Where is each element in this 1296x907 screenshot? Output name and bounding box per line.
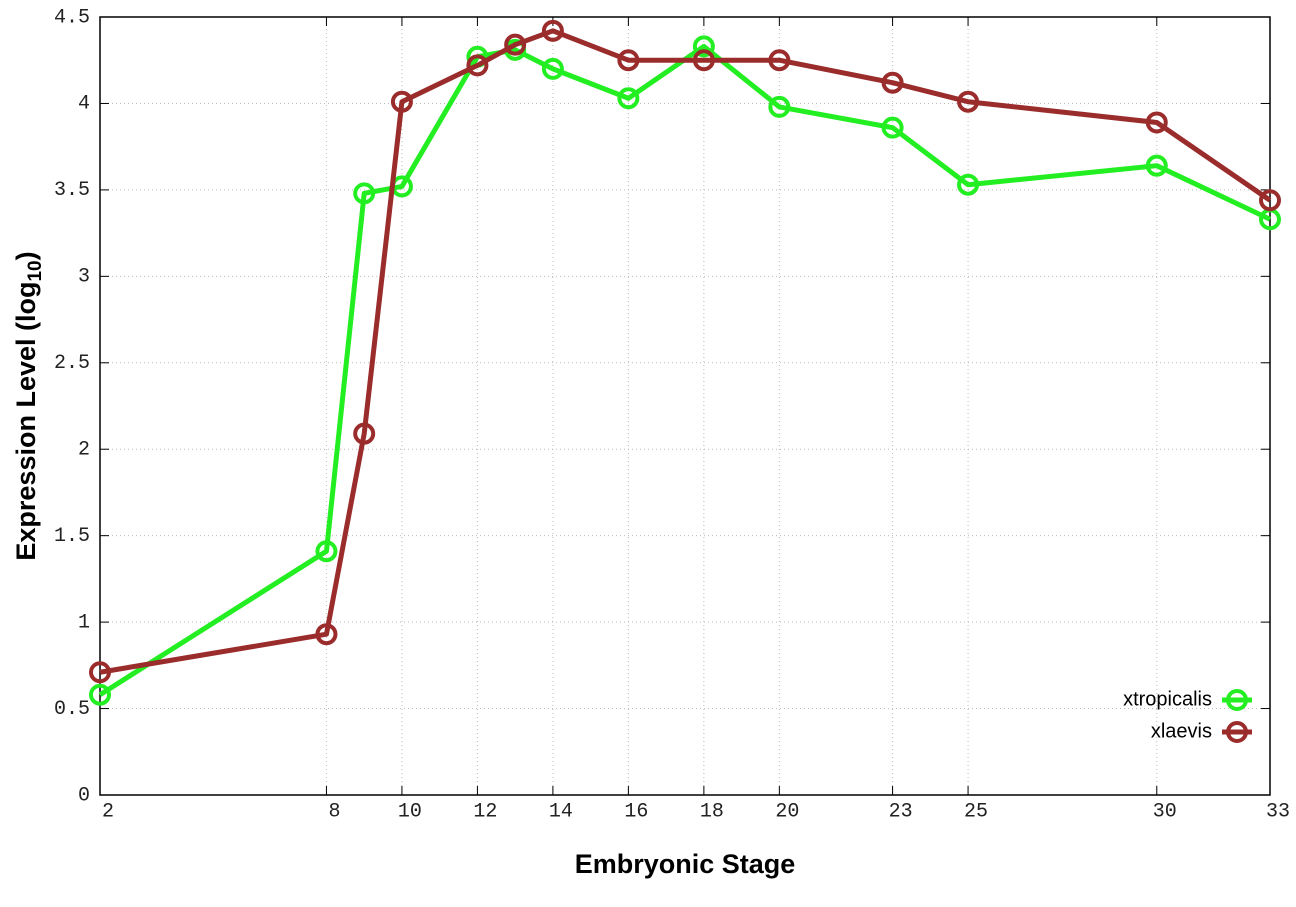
point-marker (957, 173, 980, 196)
legend-label: xlaevis (1151, 720, 1212, 742)
series-line (99, 28, 1272, 675)
y-label-end: ) (11, 251, 41, 260)
y-tick-label: 0.5 (54, 698, 90, 721)
point-marker (1145, 111, 1168, 134)
x-tick-label: 2 (102, 800, 114, 823)
x-tick-label: 10 (398, 800, 422, 823)
y-tick-label: 2 (78, 439, 90, 462)
x-tick-label: 8 (328, 800, 340, 823)
legend-marker (1226, 689, 1248, 711)
x-tick-label: 30 (1153, 800, 1177, 823)
point-marker (617, 49, 640, 72)
point-marker (1145, 154, 1168, 177)
point-marker (957, 90, 980, 113)
y-axis-label: Expression Level (log10) (11, 251, 46, 560)
point-marker (466, 54, 489, 77)
point-marker (768, 95, 791, 118)
point-marker (541, 19, 564, 42)
y-tick-label: 4.5 (54, 6, 90, 29)
point-marker (692, 35, 715, 58)
y-label-sub: 10 (25, 260, 46, 281)
point-marker (1259, 189, 1281, 212)
point-marker (353, 422, 376, 445)
y-tick-label: 3 (78, 266, 90, 289)
point-marker (617, 87, 640, 110)
x-tick-label: 25 (964, 800, 988, 823)
point-marker (881, 71, 904, 94)
x-tick-label: 12 (473, 800, 497, 823)
y-label-text: Expression Level (log (11, 282, 41, 561)
x-tick-label: 33 (1266, 800, 1290, 823)
x-tick-label: 20 (775, 800, 799, 823)
point-marker (768, 49, 791, 72)
y-tick-label: 1.5 (54, 525, 90, 548)
x-tick-label: 14 (549, 800, 573, 823)
point-marker (692, 49, 715, 72)
point-marker (315, 623, 338, 646)
y-tick-label: 1 (78, 611, 90, 634)
point-marker (541, 57, 564, 80)
point-marker (353, 182, 376, 205)
x-axis-label: Embryonic Stage (575, 849, 796, 879)
plot-frame (99, 16, 1271, 796)
y-tick-label: 0 (78, 784, 90, 807)
legend-label: xtropicalis (1123, 688, 1212, 710)
point-marker (881, 116, 904, 139)
x-tick-label: 18 (700, 800, 724, 823)
point-marker (89, 661, 111, 684)
point-marker (504, 33, 527, 56)
point-marker (89, 683, 111, 706)
legend-marker (1226, 721, 1248, 743)
y-tick-label: 4 (78, 93, 90, 116)
x-tick-label: 23 (889, 800, 913, 823)
point-marker (390, 90, 413, 113)
point-marker (315, 540, 338, 563)
y-tick-label: 3.5 (54, 179, 90, 202)
y-tick-label: 2.5 (54, 352, 90, 375)
x-tick-label: 16 (624, 800, 648, 823)
series-line (98, 43, 1272, 697)
